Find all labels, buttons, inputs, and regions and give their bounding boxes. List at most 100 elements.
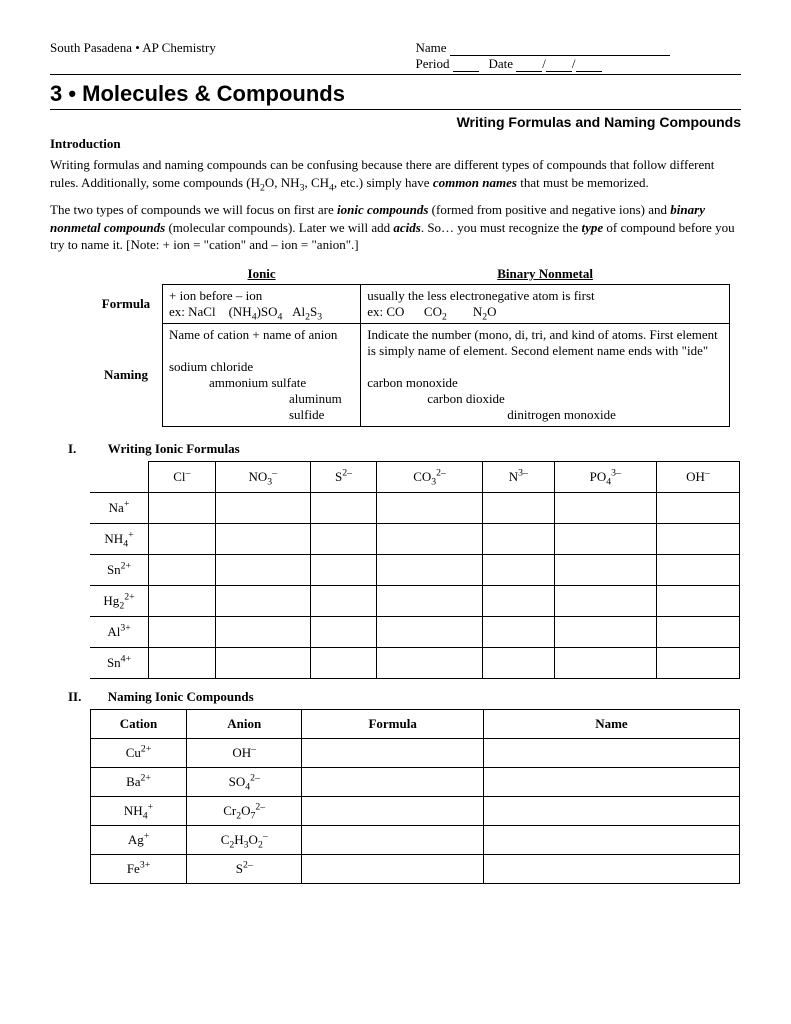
binary-formula-cell: usually the less electronegative atom is…	[361, 284, 730, 323]
ionic-formulas-table: Cl–NO3–S2–CO32–N3–PO43–OH–Na+NH4+Sn2+Hg2…	[90, 461, 740, 679]
ionic-formula-cell: + ion before – ion ex: NaCl (NH4)SO4 Al2…	[163, 284, 361, 323]
formula-cell[interactable]	[554, 616, 656, 647]
rules-col-binary: Binary Nonmetal	[361, 264, 730, 285]
naming-col-header: Formula	[302, 709, 484, 738]
name-blank[interactable]	[450, 55, 670, 56]
formula-cell[interactable]	[483, 523, 555, 554]
column-header: S2–	[310, 461, 376, 492]
formula-cell[interactable]	[483, 554, 555, 585]
row-header: Sn2+	[90, 554, 149, 585]
name-answer-cell[interactable]	[483, 854, 739, 883]
formula-cell[interactable]	[215, 585, 310, 616]
formula-cell[interactable]	[377, 554, 483, 585]
formula-cell[interactable]	[149, 554, 216, 585]
intro-paragraph-1: Writing formulas and naming compounds ca…	[50, 156, 741, 191]
formula-cell[interactable]	[377, 585, 483, 616]
formula-cell[interactable]	[656, 647, 739, 678]
page-header: South Pasadena • AP Chemistry Name Perio…	[50, 40, 741, 72]
row-header: Na+	[90, 492, 149, 523]
column-header: NO3–	[215, 461, 310, 492]
formula-cell[interactable]	[656, 554, 739, 585]
formula-cell[interactable]	[483, 585, 555, 616]
formula-cell[interactable]	[377, 492, 483, 523]
formula-cell[interactable]	[310, 585, 376, 616]
formula-cell[interactable]	[215, 554, 310, 585]
formula-answer-cell[interactable]	[302, 825, 484, 854]
section-1-heading: I. Writing Ionic Formulas	[68, 441, 741, 457]
cation-cell: Ag+	[91, 825, 187, 854]
naming-col-header: Anion	[187, 709, 302, 738]
formula-cell[interactable]	[656, 616, 739, 647]
column-header: CO32–	[377, 461, 483, 492]
formula-cell[interactable]	[310, 647, 376, 678]
date-blank-1[interactable]	[516, 71, 542, 72]
formula-cell[interactable]	[149, 647, 216, 678]
row-header: Sn4+	[90, 647, 149, 678]
formula-cell[interactable]	[554, 492, 656, 523]
formula-cell[interactable]	[377, 616, 483, 647]
formula-cell[interactable]	[310, 523, 376, 554]
rules-row-naming: Naming	[90, 323, 163, 426]
intro-paragraph-2: The two types of compounds we will focus…	[50, 201, 741, 254]
formula-cell[interactable]	[215, 616, 310, 647]
name-answer-cell[interactable]	[483, 796, 739, 825]
formula-cell[interactable]	[310, 554, 376, 585]
formula-cell[interactable]	[554, 523, 656, 554]
column-header: Cl–	[149, 461, 216, 492]
rule-under-title	[50, 109, 741, 110]
formula-answer-cell[interactable]	[302, 796, 484, 825]
cation-cell: NH4+	[91, 796, 187, 825]
anion-cell: OH–	[187, 738, 302, 767]
date-blank-2[interactable]	[546, 71, 572, 72]
formula-cell[interactable]	[656, 523, 739, 554]
formula-cell[interactable]	[310, 492, 376, 523]
cation-cell: Ba2+	[91, 767, 187, 796]
formula-cell[interactable]	[149, 585, 216, 616]
formula-cell[interactable]	[215, 647, 310, 678]
row-header: NH4+	[90, 523, 149, 554]
binary-naming-cell: Indicate the number (mono, di, tri, and …	[361, 323, 730, 426]
formula-cell[interactable]	[554, 647, 656, 678]
formula-cell[interactable]	[656, 492, 739, 523]
rules-col-ionic: Ionic	[163, 264, 361, 285]
formula-answer-cell[interactable]	[302, 767, 484, 796]
section-2-heading: II. Naming Ionic Compounds	[68, 689, 741, 705]
cation-cell: Fe3+	[91, 854, 187, 883]
name-period-block: Name Period Date //	[376, 40, 742, 72]
rules-row-formula: Formula	[90, 284, 163, 323]
name-label: Name	[416, 40, 447, 55]
formula-answer-cell[interactable]	[302, 854, 484, 883]
column-header: OH–	[656, 461, 739, 492]
ionic-naming-cell: Name of cation + name of anion sodium ch…	[163, 323, 361, 426]
name-answer-cell[interactable]	[483, 738, 739, 767]
formula-cell[interactable]	[483, 616, 555, 647]
formula-cell[interactable]	[483, 647, 555, 678]
name-answer-cell[interactable]	[483, 767, 739, 796]
formula-cell[interactable]	[377, 523, 483, 554]
formula-cell[interactable]	[215, 523, 310, 554]
anion-cell: S2–	[187, 854, 302, 883]
anion-cell: SO42–	[187, 767, 302, 796]
formula-cell[interactable]	[149, 616, 216, 647]
formula-cell[interactable]	[483, 492, 555, 523]
school-course: South Pasadena • AP Chemistry	[50, 40, 376, 72]
period-blank[interactable]	[453, 71, 479, 72]
anion-cell: Cr2O72–	[187, 796, 302, 825]
formula-cell[interactable]	[149, 523, 216, 554]
formula-cell[interactable]	[310, 616, 376, 647]
formula-cell[interactable]	[377, 647, 483, 678]
rule-top	[50, 74, 741, 75]
cation-cell: Cu2+	[91, 738, 187, 767]
formula-cell[interactable]	[554, 554, 656, 585]
formula-cell[interactable]	[554, 585, 656, 616]
formula-cell[interactable]	[656, 585, 739, 616]
column-header: N3–	[483, 461, 555, 492]
table-corner	[90, 461, 149, 492]
formula-answer-cell[interactable]	[302, 738, 484, 767]
naming-col-header: Name	[483, 709, 739, 738]
column-header: PO43–	[554, 461, 656, 492]
formula-cell[interactable]	[215, 492, 310, 523]
formula-cell[interactable]	[149, 492, 216, 523]
date-blank-3[interactable]	[576, 71, 602, 72]
name-answer-cell[interactable]	[483, 825, 739, 854]
